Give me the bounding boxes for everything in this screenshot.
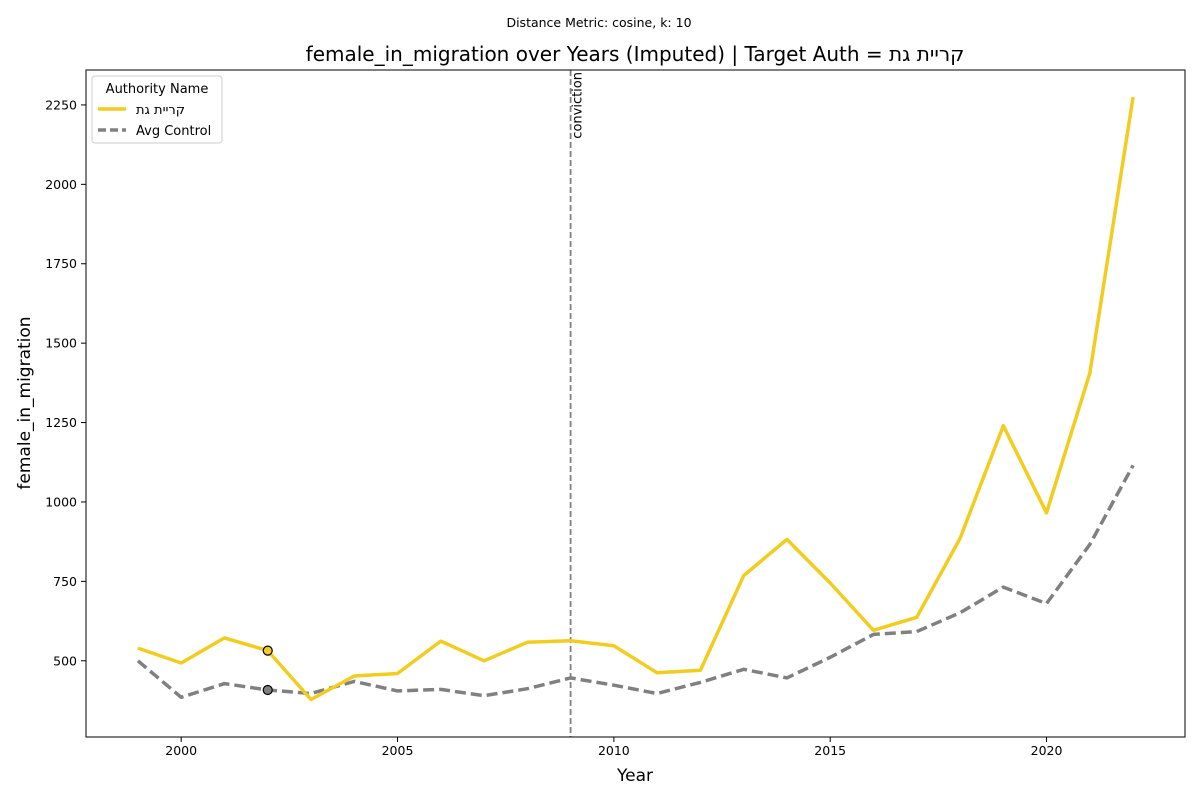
legend-label-target: קריית גת bbox=[136, 103, 185, 118]
y-tick-label: 2000 bbox=[45, 177, 77, 192]
x-axis-label: Year bbox=[616, 766, 653, 786]
chart-title: female_in_migration over Years (Imputed)… bbox=[306, 42, 965, 66]
legend: Authority Name קריית גת Avg Control bbox=[91, 75, 223, 144]
series-line-target bbox=[137, 96, 1135, 702]
x-tick-label: 2005 bbox=[382, 743, 414, 758]
legend-box bbox=[91, 75, 223, 144]
chart-suptitle: Distance Metric: cosine, k: 10 bbox=[506, 15, 691, 30]
y-axis-label: female_in_migration bbox=[15, 316, 35, 489]
x-axis-ticks: 2000 2005 2010 2015 2020 bbox=[165, 737, 1062, 758]
y-tick-label: 2250 bbox=[45, 97, 77, 112]
y-tick-label: 750 bbox=[53, 574, 77, 589]
legend-label-avg-control: Avg Control bbox=[136, 124, 211, 139]
y-tick-label: 1250 bbox=[45, 415, 77, 430]
y-tick-label: 1000 bbox=[45, 494, 77, 509]
series-line-avg-control bbox=[136, 464, 1135, 700]
x-tick-label: 2020 bbox=[1031, 743, 1063, 758]
y-axis-ticks: 500 750 1000 1250 1500 1750 2000 2250 bbox=[45, 97, 86, 668]
y-tick-label: 1750 bbox=[45, 256, 77, 271]
y-tick-label: 1500 bbox=[45, 336, 77, 351]
x-tick-label: 2015 bbox=[814, 743, 846, 758]
legend-title: Authority Name bbox=[106, 82, 209, 97]
vline-label: conviction bbox=[571, 72, 586, 139]
plot-frame bbox=[85, 69, 1186, 738]
x-tick-label: 2000 bbox=[165, 743, 197, 758]
data-point-marker-1 bbox=[262, 684, 273, 696]
plot-area: conviction bbox=[136, 70, 1135, 737]
data-point-marker-0 bbox=[262, 645, 273, 656]
x-tick-label: 2010 bbox=[598, 743, 630, 758]
y-tick-label: 500 bbox=[53, 653, 77, 668]
